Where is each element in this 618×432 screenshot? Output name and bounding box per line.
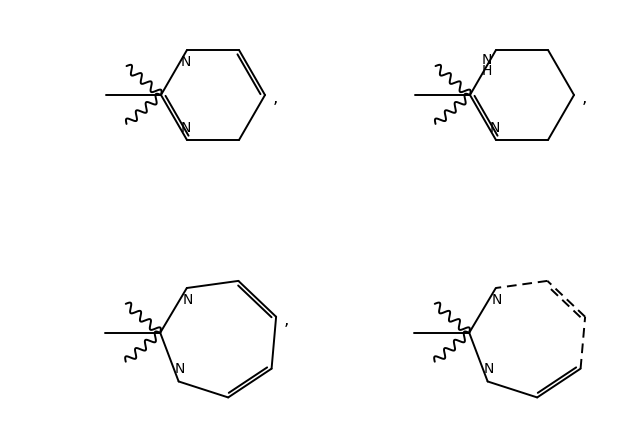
Text: ,: , <box>582 89 587 107</box>
Text: N: N <box>490 121 500 135</box>
Text: N: N <box>492 293 502 307</box>
Text: ,: , <box>273 89 278 107</box>
Text: N: N <box>483 362 494 376</box>
Text: H: H <box>481 64 492 78</box>
Text: N: N <box>181 55 191 69</box>
Text: N: N <box>481 53 492 67</box>
Text: N: N <box>181 121 191 135</box>
Text: N: N <box>183 293 193 307</box>
Text: ,: , <box>284 311 289 329</box>
Text: N: N <box>174 362 185 376</box>
